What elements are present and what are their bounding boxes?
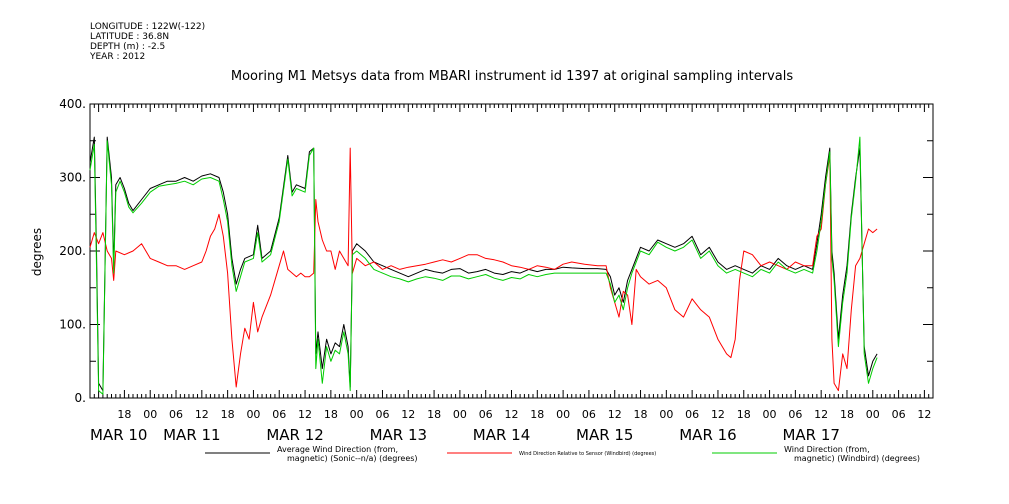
hour-tick-label: 00 bbox=[866, 408, 880, 421]
y-tick-label: 0. bbox=[75, 391, 86, 405]
hour-tick-label: 06 bbox=[479, 408, 493, 421]
hour-tick-label: 18 bbox=[840, 408, 854, 421]
y-tick-label: 300. bbox=[59, 171, 86, 185]
hour-tick-label: 00 bbox=[763, 408, 777, 421]
hour-tick-label: 12 bbox=[917, 408, 931, 421]
hour-tick-label: 18 bbox=[427, 408, 441, 421]
hour-tick-label: 00 bbox=[556, 408, 570, 421]
hour-tick-label: 12 bbox=[814, 408, 828, 421]
hour-tick-label: 12 bbox=[298, 408, 312, 421]
series-line-2 bbox=[89, 147, 878, 392]
hour-tick-label: 00 bbox=[659, 408, 673, 421]
hour-tick-label: 12 bbox=[608, 408, 622, 421]
legend-label-3: Wind Direction (from, bbox=[784, 445, 870, 454]
day-label: MAR 11 bbox=[163, 426, 220, 444]
day-label: MAR 14 bbox=[473, 426, 530, 444]
day-label: MAR 15 bbox=[576, 426, 633, 444]
hour-tick-label: 18 bbox=[737, 408, 751, 421]
day-label: MAR 16 bbox=[679, 426, 736, 444]
longitude-label: LONGITUDE : 122W(-122) bbox=[90, 22, 206, 32]
day-label: MAR 17 bbox=[782, 426, 839, 444]
metadata-block: LONGITUDE : 122W(-122) LATITUDE : 36.8N … bbox=[90, 22, 205, 62]
hour-tick-label: 18 bbox=[324, 408, 338, 421]
legend-label-3-line2: magnetic) (Windbird) (degrees) bbox=[794, 454, 920, 463]
hour-tick-label: 12 bbox=[195, 408, 209, 421]
hour-tick-label: 00 bbox=[453, 408, 467, 421]
depth-label: DEPTH (m) : -2.5 bbox=[90, 42, 166, 52]
plot-series bbox=[89, 136, 878, 395]
hour-tick-label: 00 bbox=[143, 408, 157, 421]
legend-label-1: Average Wind Direction (from, bbox=[277, 445, 398, 454]
hour-tick-label: 12 bbox=[401, 408, 415, 421]
y-tick-label: 100. bbox=[59, 318, 86, 332]
hour-tick-label: 18 bbox=[634, 408, 648, 421]
hour-tick-label: 18 bbox=[117, 408, 131, 421]
latitude-label: LATITUDE : 36.8N bbox=[90, 32, 170, 42]
hour-tick-label: 06 bbox=[375, 408, 389, 421]
hour-tick-label: 06 bbox=[685, 408, 699, 421]
hour-tick-label: 12 bbox=[505, 408, 519, 421]
day-label: MAR 13 bbox=[370, 426, 427, 444]
hour-tick-label: 18 bbox=[530, 408, 544, 421]
hour-tick-label: 06 bbox=[169, 408, 183, 421]
plot-frame bbox=[89, 103, 934, 399]
hour-tick-label: 06 bbox=[582, 408, 596, 421]
y-tick-label: 400. bbox=[59, 97, 86, 111]
year-label: YEAR : 2012 bbox=[90, 52, 146, 62]
hour-tick-label: 06 bbox=[272, 408, 286, 421]
legend-label-2: Wind Direction Relative to Sensor (Windb… bbox=[519, 451, 656, 457]
hour-tick-label: 00 bbox=[246, 408, 260, 421]
hour-tick-label: 00 bbox=[350, 408, 364, 421]
chart-title: Mooring M1 Metsys data from MBARI instru… bbox=[231, 69, 793, 84]
hour-tick-label: 12 bbox=[711, 408, 725, 421]
hour-tick-label: 18 bbox=[221, 408, 235, 421]
hour-tick-label: 06 bbox=[788, 408, 802, 421]
y-tick-label: 200. bbox=[59, 244, 86, 258]
legend-label-1-line2: magnetic) (Sonic--n/a) (degrees) bbox=[287, 454, 418, 463]
day-label: MAR 10 bbox=[90, 426, 147, 444]
chart-legend: Average Wind Direction (from,magnetic) (… bbox=[205, 445, 920, 463]
series-line-3 bbox=[89, 136, 878, 395]
plot-axes: 0. 100. 200. 300. 400. 18 00 06 12 18 00 06 12 18 00 06… bbox=[59, 97, 934, 444]
day-label: MAR 12 bbox=[266, 426, 323, 444]
y-axis-label: degrees bbox=[30, 228, 44, 276]
series-line-1 bbox=[89, 136, 878, 392]
hour-tick-label: 06 bbox=[892, 408, 906, 421]
